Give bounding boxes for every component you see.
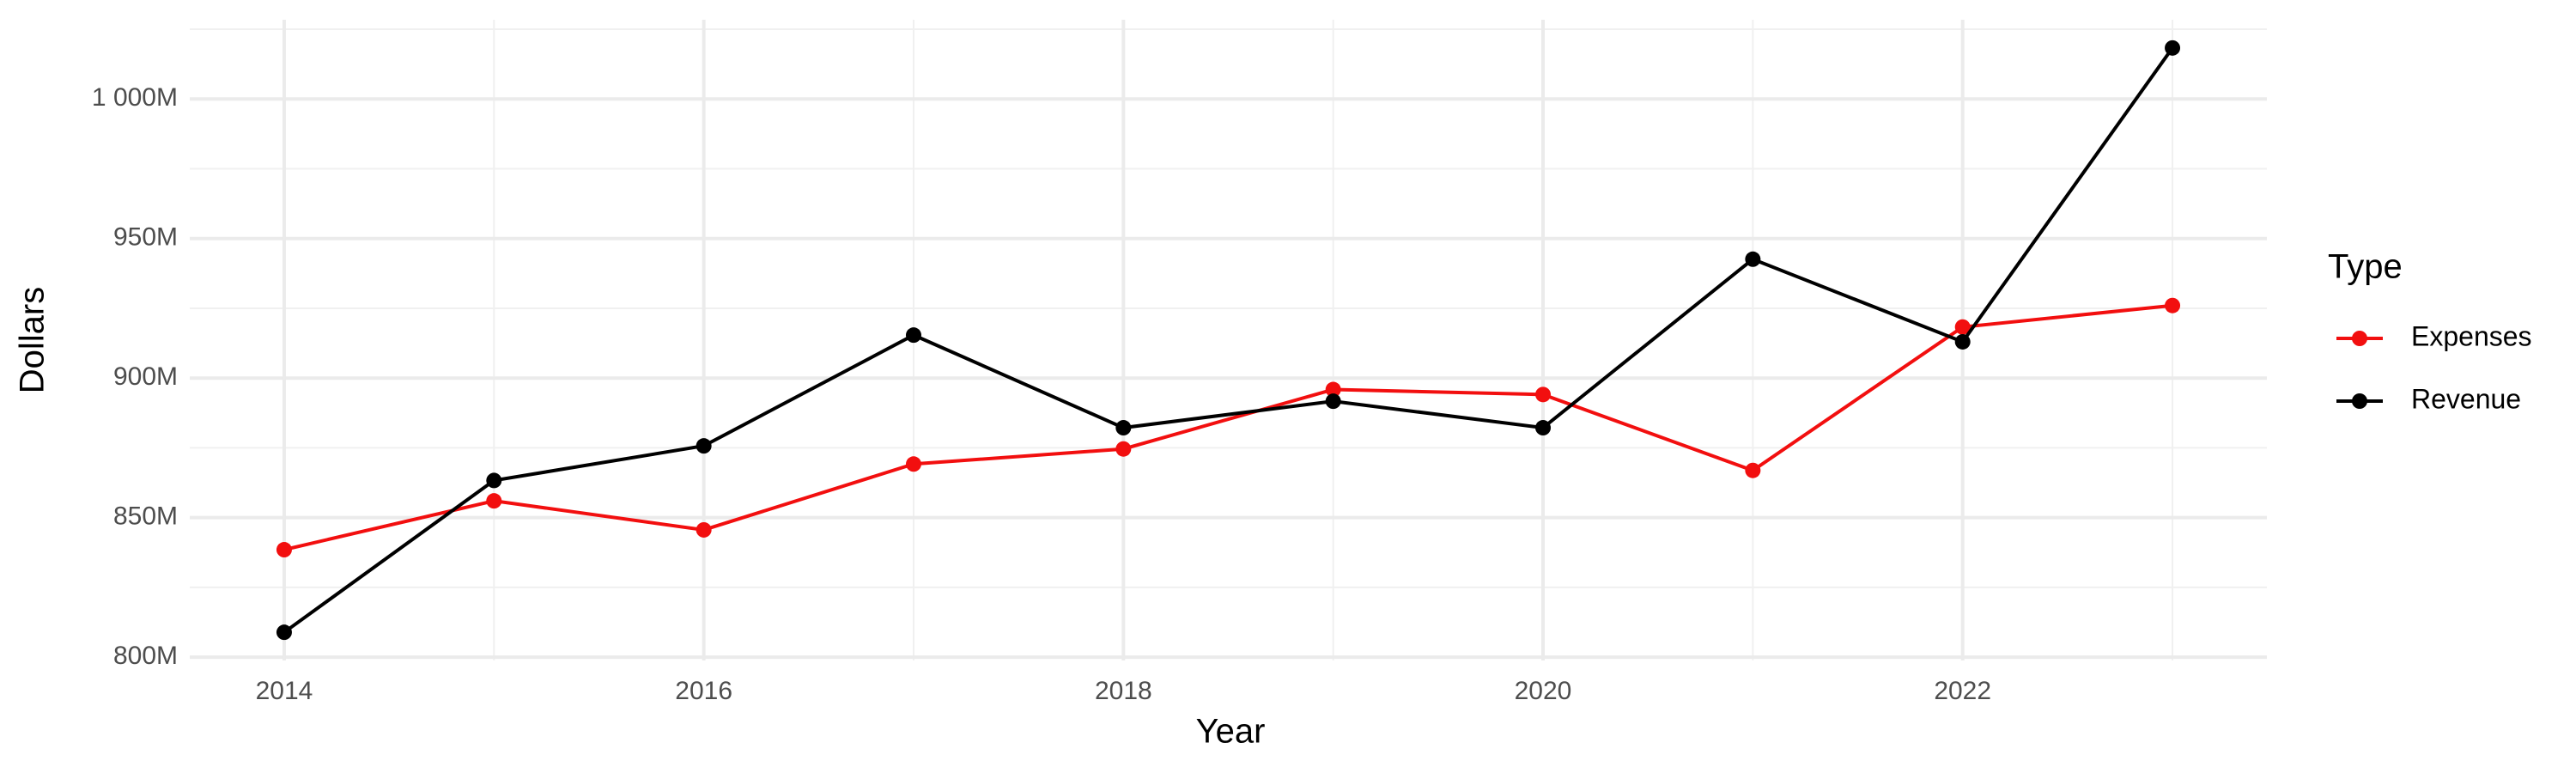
legend-title: Type — [2328, 248, 2403, 286]
data-point — [1115, 420, 1132, 436]
series-line — [283, 46, 2174, 634]
data-point — [696, 521, 712, 538]
x-axis-title: Year — [1196, 713, 1266, 751]
x-tick-label: 2016 — [675, 677, 732, 705]
x-tick-label: 2022 — [1934, 677, 1991, 705]
data-point — [1325, 381, 1341, 398]
y-tick-label: 900M — [113, 362, 178, 391]
data-point — [486, 472, 502, 489]
data-point — [905, 327, 921, 344]
data-point — [2165, 40, 2181, 56]
data-point — [276, 624, 292, 641]
data-point — [486, 493, 502, 509]
data-point — [1745, 251, 1761, 267]
y-axis-title: Dollars — [14, 287, 52, 393]
y-tick-label: 850M — [113, 502, 178, 531]
data-point — [276, 542, 292, 558]
legend-key-point — [2352, 331, 2367, 346]
series-line — [283, 303, 2173, 551]
data-point — [2165, 297, 2181, 313]
x-tick-label: 2014 — [256, 677, 313, 705]
data-point — [696, 438, 712, 454]
data-point — [1535, 386, 1552, 403]
data-point — [1954, 319, 1971, 335]
x-tick-label: 2020 — [1515, 677, 1572, 705]
x-tick-label: 2018 — [1095, 677, 1152, 705]
data-point — [905, 456, 921, 472]
y-tick-label: 1 000M — [92, 83, 178, 112]
data-point — [1745, 462, 1761, 478]
y-tick-label: 800M — [113, 642, 178, 670]
data-point — [1115, 441, 1132, 457]
legend-label: Revenue — [2411, 383, 2521, 414]
y-tick-label: 950M — [113, 223, 178, 252]
data-point — [1954, 333, 1971, 350]
legend-key-point — [2352, 393, 2367, 409]
legend-label: Expenses — [2411, 320, 2532, 351]
data-point — [1325, 393, 1341, 410]
data-point — [1535, 420, 1552, 436]
